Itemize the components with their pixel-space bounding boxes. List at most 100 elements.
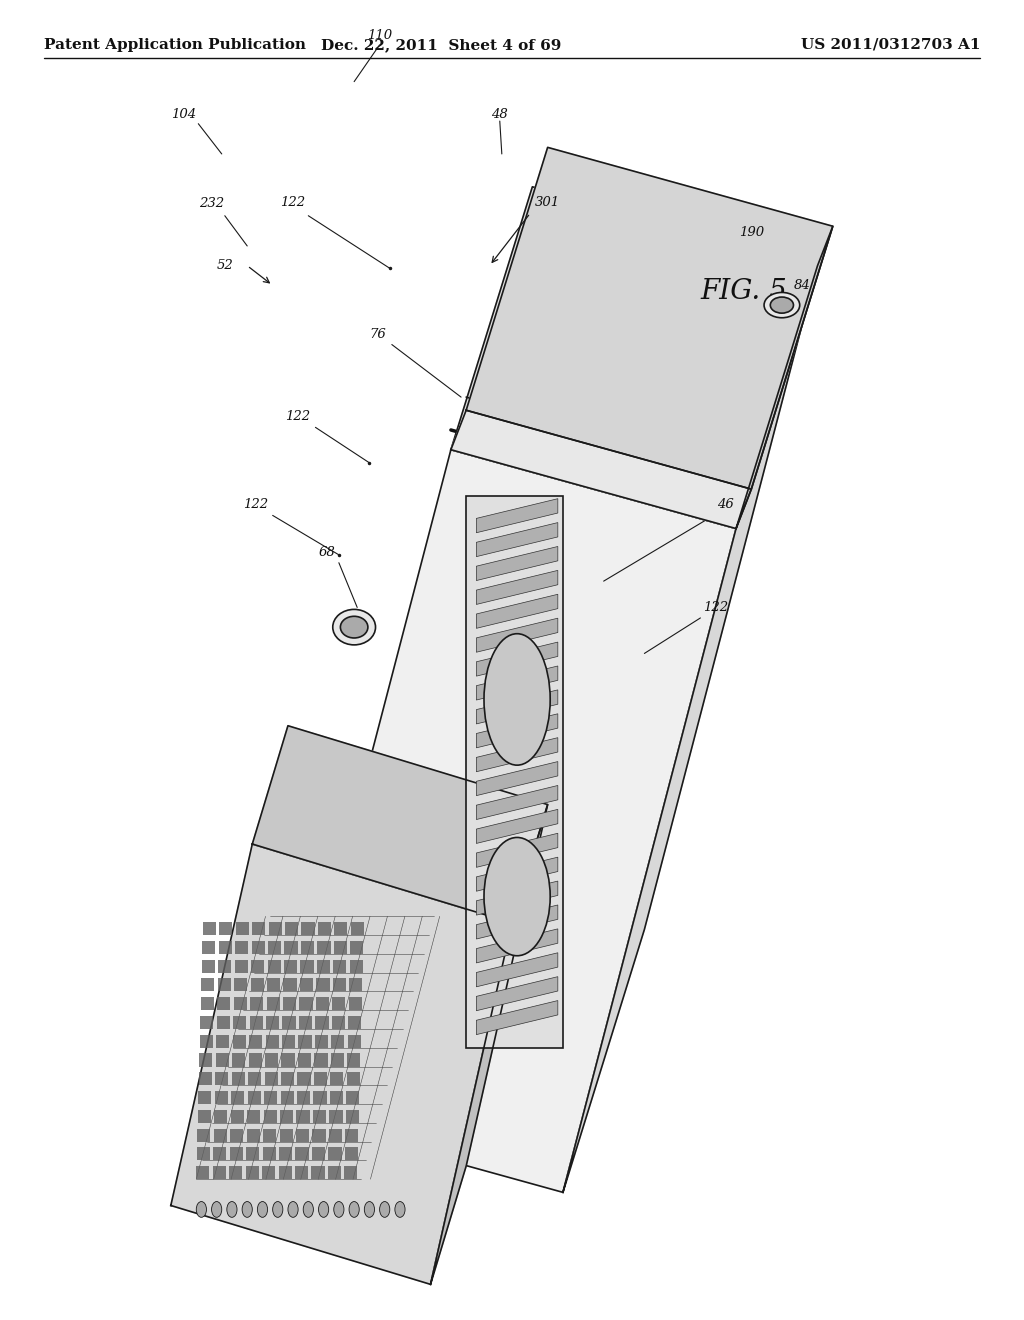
Polygon shape [200,1035,213,1048]
Polygon shape [279,1166,292,1179]
Polygon shape [476,785,558,820]
Polygon shape [283,1016,296,1030]
Polygon shape [248,1090,261,1104]
Polygon shape [317,941,331,954]
Polygon shape [218,978,230,991]
Polygon shape [295,1166,308,1179]
Polygon shape [264,1090,278,1104]
Polygon shape [268,921,282,935]
Polygon shape [347,1072,360,1085]
Ellipse shape [365,1201,375,1217]
Polygon shape [251,960,264,973]
Polygon shape [229,1147,243,1160]
Polygon shape [248,1072,261,1085]
Polygon shape [312,1147,325,1160]
Polygon shape [199,1090,211,1104]
Polygon shape [250,997,263,1010]
Polygon shape [351,921,364,935]
Polygon shape [281,1072,294,1085]
Polygon shape [266,1016,280,1030]
Polygon shape [229,1166,243,1179]
Ellipse shape [212,1201,222,1217]
Polygon shape [299,997,312,1010]
Polygon shape [232,1053,246,1067]
Polygon shape [317,921,331,935]
Text: 52: 52 [216,259,233,272]
Polygon shape [346,1090,359,1104]
Polygon shape [285,921,298,935]
Polygon shape [197,1166,210,1179]
Polygon shape [213,1147,226,1160]
Ellipse shape [303,1201,313,1217]
Polygon shape [215,1090,228,1104]
Polygon shape [264,1072,278,1085]
Text: 84: 84 [794,279,811,292]
Polygon shape [476,977,558,1011]
Polygon shape [280,1129,293,1142]
Polygon shape [215,1072,228,1085]
Polygon shape [476,762,558,796]
Polygon shape [344,1166,357,1179]
Polygon shape [236,921,249,935]
Polygon shape [297,1090,310,1104]
Polygon shape [201,1016,213,1030]
Text: 122: 122 [281,197,305,209]
Polygon shape [311,1166,325,1179]
Polygon shape [316,960,330,973]
Polygon shape [203,921,216,935]
Polygon shape [476,714,558,748]
Polygon shape [267,960,281,973]
Polygon shape [202,978,214,991]
Polygon shape [234,978,247,991]
Ellipse shape [484,837,550,956]
Polygon shape [171,843,512,1284]
Polygon shape [265,1035,279,1048]
Polygon shape [197,1147,210,1160]
Polygon shape [300,978,313,991]
Polygon shape [284,978,297,991]
Polygon shape [247,1129,260,1142]
Polygon shape [200,1053,212,1067]
Polygon shape [476,546,558,581]
Ellipse shape [197,1201,207,1217]
Polygon shape [300,960,313,973]
Polygon shape [251,978,264,991]
Polygon shape [231,1090,245,1104]
Polygon shape [332,1035,344,1048]
Polygon shape [216,1035,229,1048]
Polygon shape [451,187,817,528]
Ellipse shape [484,634,550,766]
Polygon shape [281,1090,294,1104]
Polygon shape [476,690,558,723]
Polygon shape [333,997,345,1010]
Polygon shape [314,1053,328,1067]
Polygon shape [476,618,558,652]
Polygon shape [252,941,265,954]
Ellipse shape [227,1201,237,1217]
Polygon shape [214,1110,227,1123]
Polygon shape [313,1090,327,1104]
Polygon shape [476,594,558,628]
Polygon shape [262,1147,275,1160]
Ellipse shape [349,1201,359,1217]
Text: 46: 46 [718,499,734,511]
Polygon shape [350,941,364,954]
Polygon shape [219,921,232,935]
Polygon shape [476,929,558,962]
Polygon shape [252,726,548,923]
Text: 48: 48 [492,108,508,121]
Text: 76: 76 [370,327,386,341]
Text: US 2011/0312703 A1: US 2011/0312703 A1 [801,38,981,51]
Text: 301: 301 [536,197,560,209]
Polygon shape [349,997,361,1010]
Text: 110: 110 [367,29,392,42]
Polygon shape [279,1147,292,1160]
Polygon shape [263,1129,276,1142]
Ellipse shape [334,1201,344,1217]
Polygon shape [313,1110,326,1123]
Polygon shape [282,1053,295,1067]
Polygon shape [312,1129,326,1142]
Polygon shape [232,1035,246,1048]
Polygon shape [266,997,280,1010]
Polygon shape [298,1053,311,1067]
